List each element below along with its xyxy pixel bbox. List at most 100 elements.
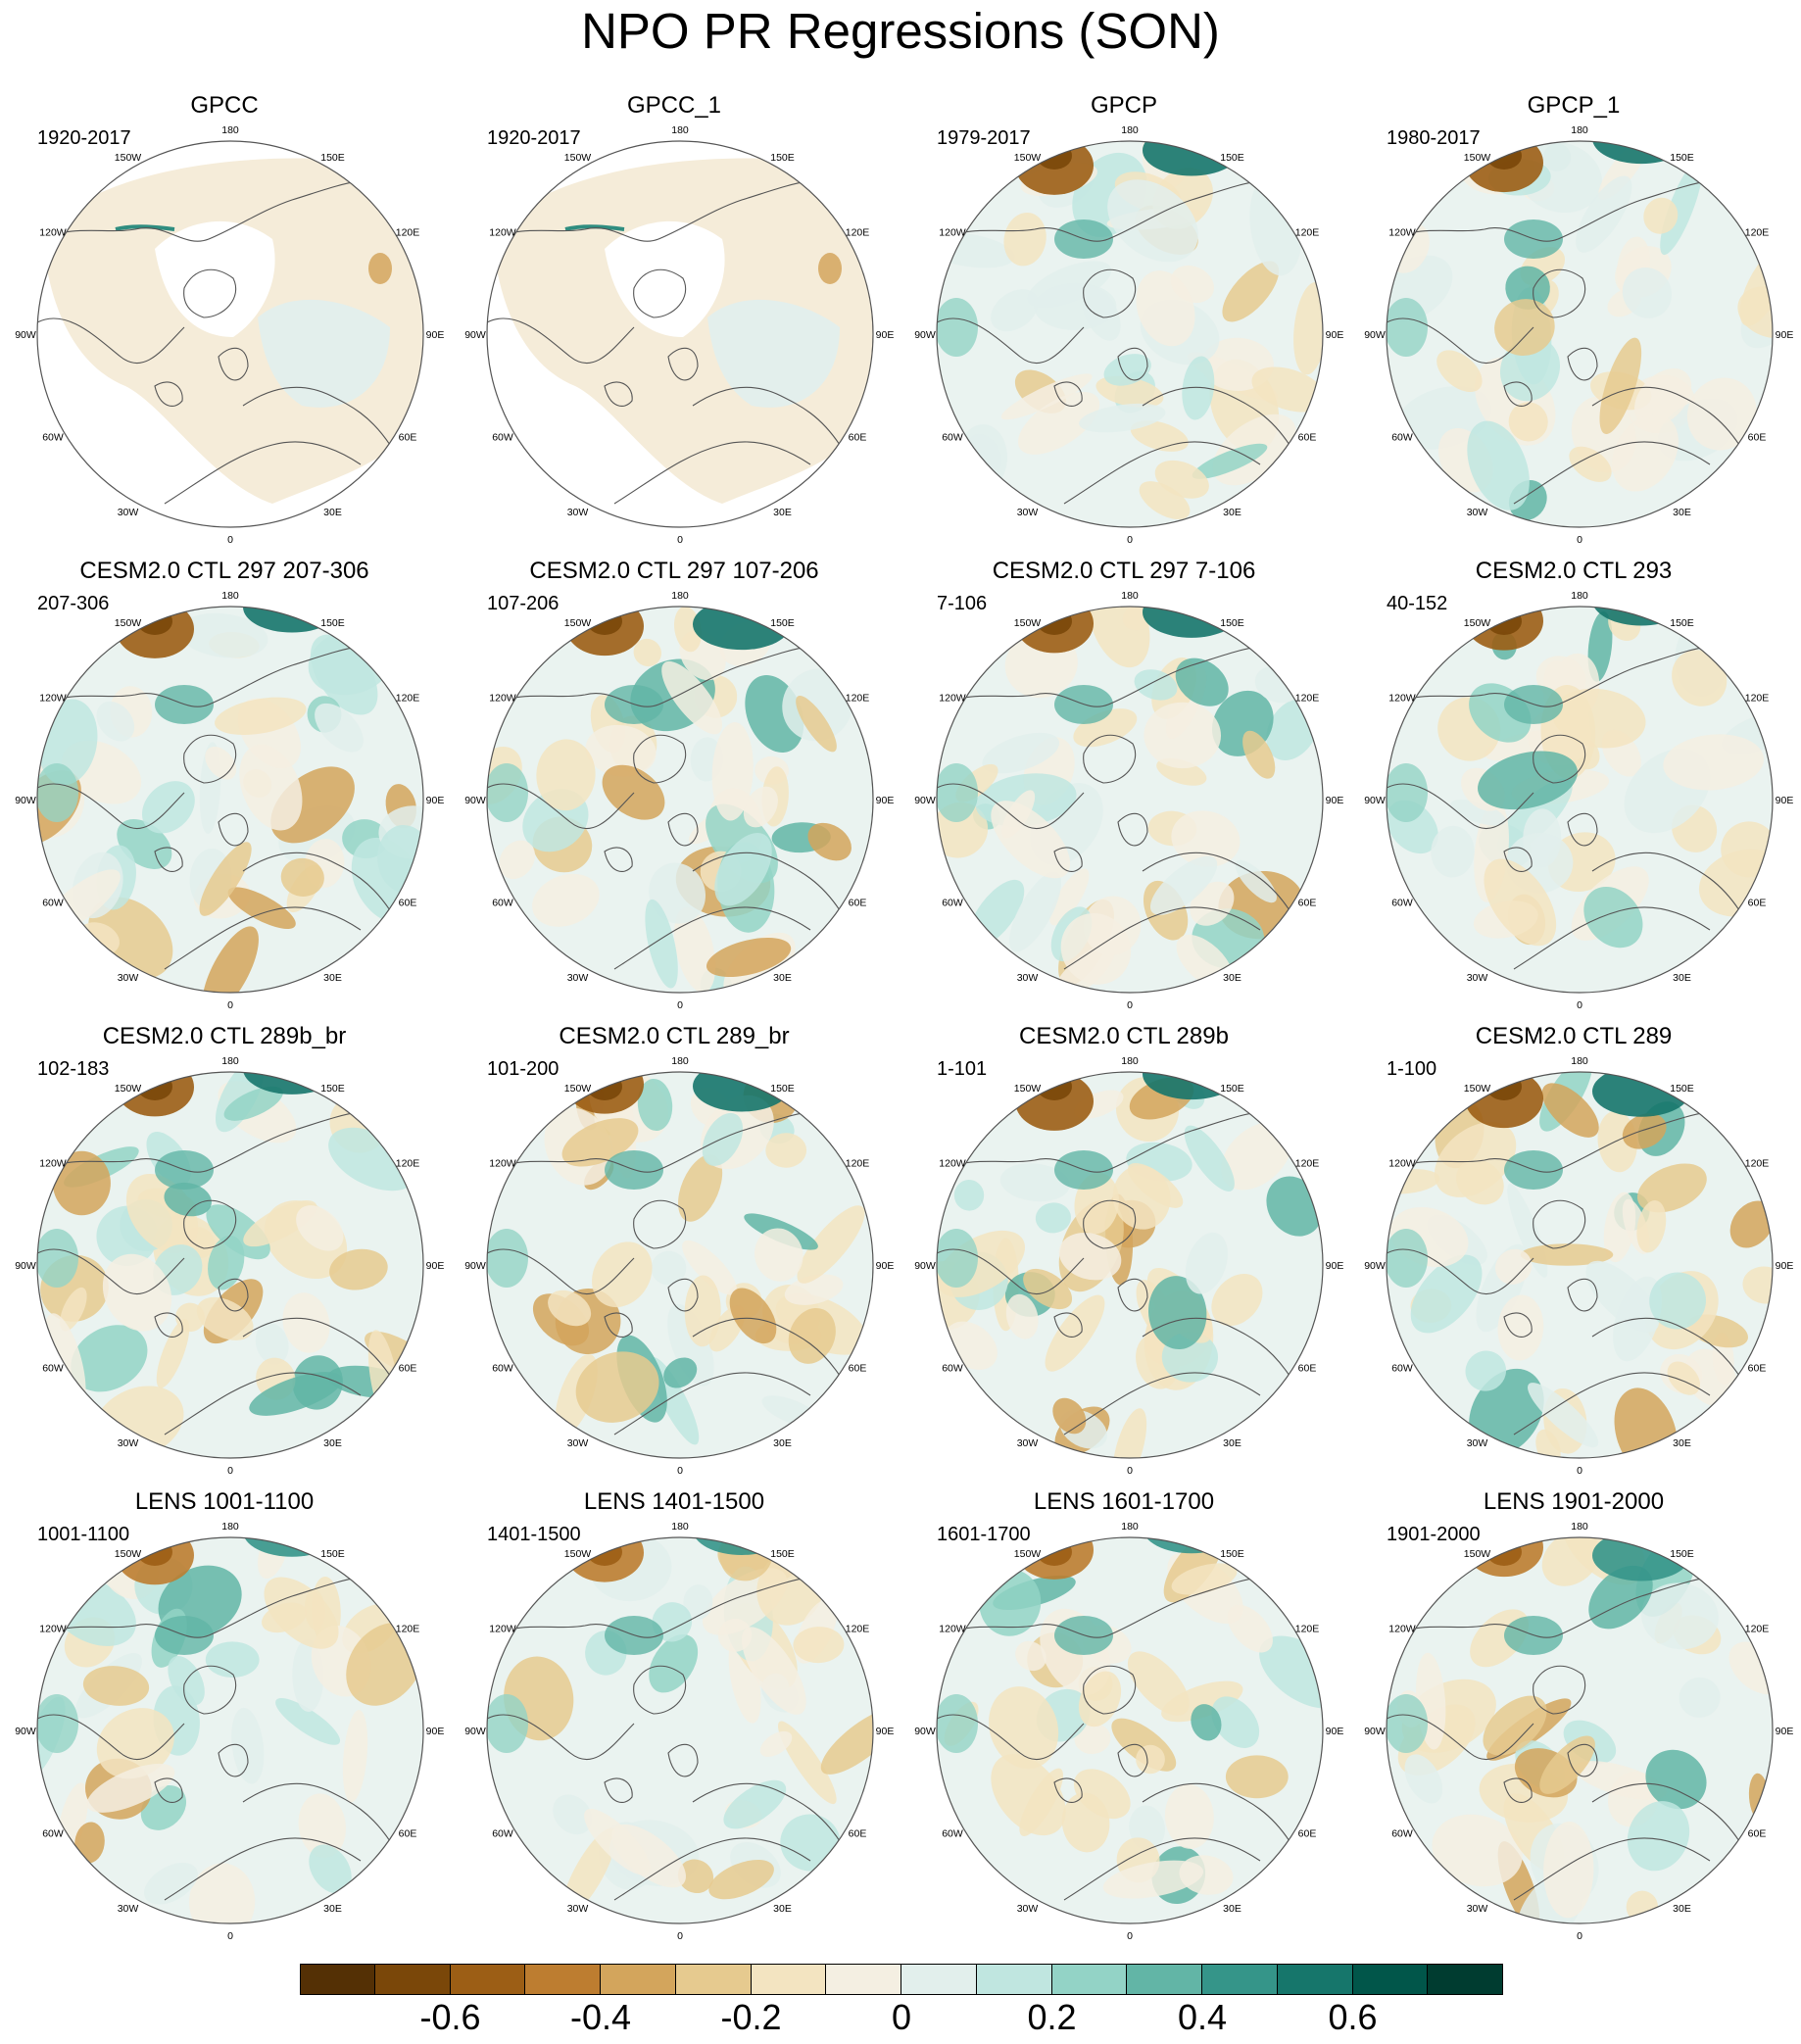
- longitude-label: 90W: [1364, 1726, 1386, 1737]
- longitude-label: 60W: [1391, 1828, 1413, 1840]
- longitude-label: 150E: [320, 1548, 345, 1560]
- longitude-label: 30W: [118, 1437, 139, 1449]
- colorbar-tick-label: 0: [891, 1997, 912, 2037]
- panel-year-range: 102-183: [37, 1058, 110, 1080]
- longitude-label: 90W: [15, 1726, 36, 1737]
- longitude-label: 120E: [1295, 227, 1320, 239]
- longitude-label: 60E: [1748, 898, 1767, 909]
- longitude-label: 120E: [1745, 227, 1770, 239]
- longitude-label: 120W: [489, 227, 516, 239]
- panel-year-range: 7-106: [937, 593, 988, 614]
- longitude-label: 90W: [464, 795, 486, 806]
- longitude-label: 60E: [1298, 898, 1317, 909]
- longitude-label: 30W: [1017, 1903, 1039, 1915]
- longitude-label: 90W: [464, 1260, 486, 1272]
- colorbar-swatch: [1051, 1964, 1128, 1995]
- colorbar-swatch: [1277, 1964, 1353, 1995]
- longitude-label: 150E: [1220, 152, 1244, 164]
- colorbar-swatch: [525, 1964, 601, 1995]
- longitude-label: 120E: [846, 693, 870, 705]
- longitude-label: 150W: [564, 1083, 592, 1095]
- longitude-label: 120W: [1388, 1624, 1416, 1635]
- longitude-label: 30W: [567, 972, 589, 984]
- longitude-label: 90E: [426, 795, 445, 806]
- longitude-label: 60W: [492, 898, 513, 909]
- longitude-label: 30E: [323, 1903, 342, 1915]
- longitude-label: 150W: [1014, 152, 1042, 164]
- longitude-label: 60W: [1391, 898, 1413, 909]
- map-panel: LENS 1601-1700 1601-1700 180 150E 120E 90E 60E…: [900, 1488, 1348, 1954]
- longitude-label: 180: [221, 1055, 239, 1067]
- longitude-label: 90W: [914, 795, 936, 806]
- panel-title: CESM2.0 CTL 297 107-206: [529, 558, 819, 584]
- colorbar-tick-label: 0.2: [1027, 1997, 1077, 2037]
- longitude-label: 0: [227, 999, 233, 1011]
- longitude-label: 120W: [939, 1158, 966, 1170]
- longitude-label: 120W: [39, 227, 67, 239]
- longitude-label: 90W: [914, 1260, 936, 1272]
- longitude-label: 60E: [399, 432, 417, 444]
- longitude-label: 90W: [464, 329, 486, 341]
- longitude-label: 180: [671, 1055, 689, 1067]
- longitude-label: 120E: [396, 1158, 420, 1170]
- longitude-label: 60E: [1298, 1828, 1317, 1840]
- colorbar-tick-label: 0.4: [1177, 1997, 1228, 2037]
- colorbar-swatch: [601, 1964, 676, 1995]
- colorbar: [300, 1964, 1503, 1997]
- longitude-label: 90E: [426, 1726, 445, 1737]
- longitude-label: 60W: [42, 432, 64, 444]
- longitude-label: 180: [1571, 590, 1588, 602]
- map-panel: CESM2.0 CTL 297 107-206 107-206 180 150E 120…: [450, 558, 899, 1023]
- longitude-label: 30W: [1467, 507, 1488, 518]
- longitude-label: 180: [1571, 124, 1588, 136]
- map-panel: CESM2.0 CTL 289b_br 102-183 180 150E 120E 90E…: [0, 1023, 449, 1488]
- longitude-label: 90W: [15, 1260, 36, 1272]
- longitude-label: 30W: [567, 507, 589, 518]
- longitude-label: 90E: [1776, 1260, 1794, 1272]
- longitude-label: 150E: [1670, 1083, 1694, 1095]
- longitude-label: 60E: [1298, 1363, 1317, 1375]
- longitude-label: 150W: [1464, 1548, 1491, 1560]
- colorbar-swatch: [751, 1964, 827, 1995]
- longitude-label: 120W: [939, 693, 966, 705]
- longitude-label: 30E: [1673, 507, 1691, 518]
- longitude-label: 30E: [1673, 972, 1691, 984]
- longitude-label: 120E: [1295, 1158, 1320, 1170]
- map-panel: CESM2.0 CTL 289_br 101-200 180 150E 120E 90E 6…: [450, 1023, 899, 1488]
- longitude-label: 180: [221, 590, 239, 602]
- longitude-label: 120W: [939, 227, 966, 239]
- longitude-label: 90E: [426, 329, 445, 341]
- longitude-label: 150W: [1014, 1083, 1042, 1095]
- panel-title: CESM2.0 CTL 297 207-306: [79, 558, 369, 584]
- longitude-label: 60E: [849, 1828, 867, 1840]
- longitude-label: 120W: [39, 1158, 67, 1170]
- polar-map: 180 150E 120E 90E 60E 30E 0 30W 60W 90W 120W 150W: [1364, 590, 1793, 1011]
- polar-map: 180 150E 120E 90E 60E 30E 0 30W 60W 90W 120W 150W: [1364, 1055, 1794, 1477]
- panel-title: CESM2.0 CTL 289: [1475, 1023, 1673, 1049]
- longitude-label: 60W: [42, 1363, 64, 1375]
- longitude-label: 60W: [42, 1828, 64, 1840]
- map-panel: GPCC 1920-2017 180 150E 120E 90E 60E 30E 0 30W 60W…: [0, 92, 449, 558]
- panel-year-range: 1401-1500: [487, 1524, 581, 1545]
- panel-title: GPCP_1: [1527, 92, 1621, 119]
- map-panel: LENS 1901-2000 1901-2000 180 150E 120E 90E 60E…: [1349, 1488, 1798, 1954]
- longitude-label: 90E: [1326, 1260, 1344, 1272]
- longitude-label: 90E: [1776, 329, 1794, 341]
- longitude-label: 120E: [846, 1158, 870, 1170]
- longitude-label: 90E: [426, 1260, 445, 1272]
- longitude-label: 60W: [942, 1828, 963, 1840]
- colorbar-tick-label: -0.4: [569, 1997, 632, 2037]
- panel-title: GPCC: [190, 92, 259, 119]
- longitude-label: 0: [1577, 1465, 1582, 1477]
- longitude-label: 30W: [118, 507, 139, 518]
- longitude-label: 120E: [1295, 1624, 1320, 1635]
- longitude-label: 0: [1127, 1930, 1133, 1942]
- panel-year-range: 1920-2017: [487, 127, 581, 149]
- polar-map: 180 150E 120E 90E 60E 30E 0 30W 60W 90W 120W 150W: [15, 590, 445, 1011]
- longitude-label: 0: [677, 999, 683, 1011]
- panel-title: CESM2.0 CTL 293: [1475, 558, 1673, 584]
- polar-map: 180 150E 120E 90E 60E 30E 0 30W 60W 90W 120W 150W: [464, 590, 894, 1011]
- longitude-label: 180: [221, 1521, 239, 1533]
- longitude-label: 150W: [564, 1548, 592, 1560]
- map-panel: LENS 1401-1500 1401-1500 180 150E 120E 90E 60E…: [450, 1488, 899, 1954]
